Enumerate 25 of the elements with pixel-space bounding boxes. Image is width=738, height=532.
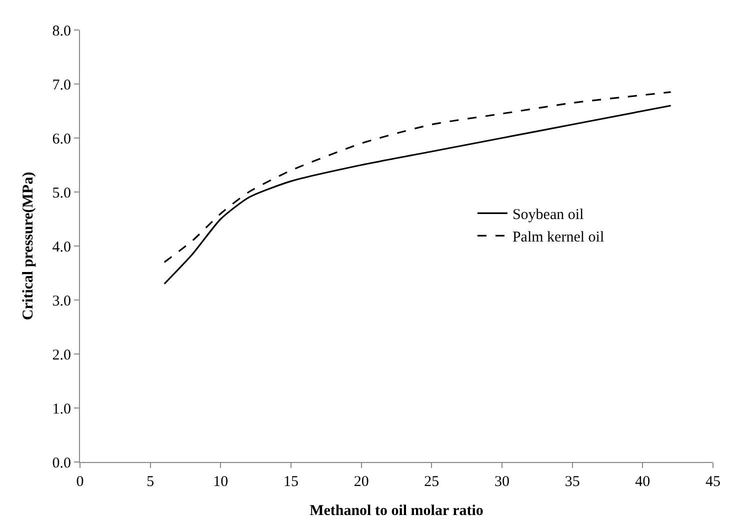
- y-tick-label: 2.0: [52, 347, 71, 364]
- y-tick-label: 3.0: [52, 293, 71, 310]
- legend-label: Palm kernel oil: [512, 230, 604, 246]
- x-tick-label: 10: [213, 474, 228, 490]
- x-tick-label: 30: [494, 474, 510, 490]
- line-series: [164, 91, 672, 263]
- x-tick-label: 15: [284, 474, 298, 490]
- y-tick-label: 4.0: [52, 239, 71, 256]
- x-tick-label: 5: [146, 474, 154, 490]
- x-tick-label: 25: [424, 474, 440, 490]
- legend-label: Soybean oil: [512, 207, 584, 223]
- x-tick-label: 20: [354, 474, 369, 490]
- x-axis-title: Methanol to oil molar ratio: [310, 503, 484, 519]
- x-tick-label: 35: [564, 474, 580, 490]
- y-tick-label: 0.0: [52, 455, 71, 472]
- x-tick-label: 45: [706, 474, 720, 490]
- x-tick-label: 0: [76, 474, 84, 490]
- y-tick-label: 7.0: [52, 77, 71, 94]
- y-tick-label: 6.0: [52, 131, 71, 148]
- line-series: [164, 104, 672, 285]
- y-tick-label: 5.0: [52, 185, 71, 202]
- y-tick-label: 8.0: [52, 23, 71, 40]
- y-axis-title: Critical pressure(MPa): [20, 172, 36, 320]
- x-tick-label: 40: [635, 474, 650, 490]
- y-tick-label: 1.0: [52, 401, 71, 418]
